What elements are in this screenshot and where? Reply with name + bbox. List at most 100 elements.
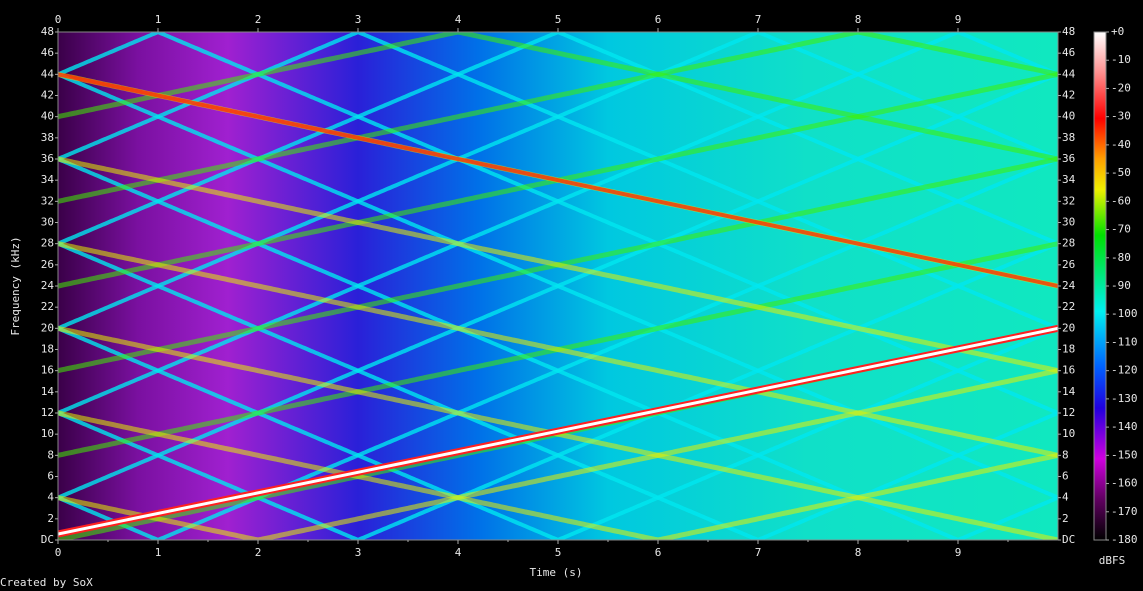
y-tick-label: 30 bbox=[41, 216, 54, 229]
sweep bbox=[58, 157, 1058, 540]
colorbar-tick-label: -20 bbox=[1111, 81, 1131, 94]
y-tick-label: 14 bbox=[41, 385, 55, 398]
colorbar-tick-label: -80 bbox=[1111, 251, 1131, 264]
sweep bbox=[58, 326, 1058, 540]
x-tick-label-top: 6 bbox=[655, 13, 662, 26]
x-tick-label-top: 4 bbox=[455, 13, 462, 26]
sweep bbox=[58, 241, 1058, 458]
credit: Created by SoX bbox=[0, 576, 93, 589]
y-tick-label: 38 bbox=[41, 131, 54, 144]
colorbar-tick-label: -90 bbox=[1111, 279, 1131, 292]
x-tick-label: 3 bbox=[355, 546, 362, 559]
x-tick-label-top: 1 bbox=[155, 13, 162, 26]
sweep-lines bbox=[58, 32, 1058, 540]
y-tick-label: 16 bbox=[41, 364, 54, 377]
y-axis-label: Frequency (kHz) bbox=[9, 236, 22, 335]
colorbar-tick-label: -170 bbox=[1111, 505, 1138, 518]
y-tick-label-right: 38 bbox=[1062, 131, 1075, 144]
sweep bbox=[58, 72, 1058, 500]
y-tick-label-right: 26 bbox=[1062, 258, 1075, 271]
y-tick-label: 44 bbox=[41, 67, 55, 80]
y-tick-label: 12 bbox=[41, 406, 54, 419]
y-tick-label-right: 34 bbox=[1062, 173, 1076, 186]
colorbar-tick-label: -130 bbox=[1111, 392, 1138, 405]
x-tick-label: 9 bbox=[955, 546, 962, 559]
y-tick-label: 6 bbox=[47, 470, 54, 483]
colorbar-tick-label: -180 bbox=[1111, 533, 1138, 546]
sweep bbox=[58, 156, 1058, 374]
x-tick-label: 6 bbox=[655, 546, 662, 559]
y-tick-label: 40 bbox=[41, 110, 54, 123]
y-tick-label: 42 bbox=[41, 89, 54, 102]
sweep bbox=[58, 32, 1058, 331]
y-tick-label-right: 44 bbox=[1062, 67, 1076, 80]
y-tick-label: DC bbox=[41, 533, 54, 546]
harmonic-chirp bbox=[58, 72, 1058, 288]
y-tick-label: 8 bbox=[47, 448, 54, 461]
colorbar-tick-label: +0 bbox=[1111, 25, 1124, 38]
x-tick-label: 2 bbox=[255, 546, 262, 559]
colorbar-tick-label: -100 bbox=[1111, 307, 1138, 320]
y-tick-label-right: 6 bbox=[1062, 470, 1069, 483]
colorbar-tick-label: -120 bbox=[1111, 364, 1138, 377]
sweep bbox=[58, 241, 1058, 540]
x-tick-label-top: 0 bbox=[55, 13, 62, 26]
x-tick-label-top: 8 bbox=[855, 13, 862, 26]
colorbar-tick-label: -40 bbox=[1111, 138, 1131, 151]
sweep bbox=[58, 32, 1058, 162]
y-tick-label: 46 bbox=[41, 46, 54, 59]
x-tick-label-top: 5 bbox=[555, 13, 562, 26]
x-tick-label: 5 bbox=[555, 546, 562, 559]
x-tick-label-top: 9 bbox=[955, 13, 962, 26]
y-tick-label-right: 16 bbox=[1062, 364, 1075, 377]
colorbar-tick-label: -110 bbox=[1111, 335, 1138, 348]
y-tick-label-right: 4 bbox=[1062, 491, 1069, 504]
sweep bbox=[58, 32, 1058, 204]
sweep bbox=[58, 368, 1058, 540]
y-tick-label: 26 bbox=[41, 258, 54, 271]
main-chirp-core bbox=[58, 326, 1058, 536]
colorbar-tick-label: -30 bbox=[1111, 110, 1131, 123]
x-axis-label: Time (s) bbox=[530, 566, 583, 579]
y-tick-label: 22 bbox=[41, 300, 54, 313]
sweep bbox=[58, 32, 1058, 415]
x-tick-label-top: 7 bbox=[755, 13, 762, 26]
x-tick-label-top: 3 bbox=[355, 13, 362, 26]
y-tick-label: 18 bbox=[41, 343, 54, 356]
sweep bbox=[58, 410, 1058, 540]
y-tick-label-right: 40 bbox=[1062, 110, 1075, 123]
x-tick-label-top: 2 bbox=[255, 13, 262, 26]
colorbar-tick-label: -150 bbox=[1111, 448, 1138, 461]
y-tick-label: 34 bbox=[41, 173, 55, 186]
x-tick-label: 7 bbox=[755, 546, 762, 559]
colorbar-tick-label: -140 bbox=[1111, 420, 1138, 433]
y-tick-label-right: 2 bbox=[1062, 512, 1069, 525]
sweep bbox=[58, 32, 1058, 246]
colorbar-tick-label: -50 bbox=[1111, 166, 1131, 179]
y-tick-label-right: 42 bbox=[1062, 89, 1075, 102]
y-tick-label: 28 bbox=[41, 237, 54, 250]
y-tick-label-right: 10 bbox=[1062, 427, 1075, 440]
y-tick-label-right: 14 bbox=[1062, 385, 1076, 398]
y-tick-label-right: 22 bbox=[1062, 300, 1075, 313]
colorbar-label: dBFS bbox=[1099, 554, 1126, 567]
y-tick-label-right: 18 bbox=[1062, 343, 1075, 356]
x-tick-label: 1 bbox=[155, 546, 162, 559]
x-tick-label: 0 bbox=[55, 546, 62, 559]
y-tick-label-right: 32 bbox=[1062, 194, 1075, 207]
y-tick-label: 20 bbox=[41, 321, 54, 334]
y-tick-label: 48 bbox=[41, 25, 54, 38]
y-tick-label: 2 bbox=[47, 512, 54, 525]
x-tick-label: 8 bbox=[855, 546, 862, 559]
colorbar-tick-label: -160 bbox=[1111, 477, 1138, 490]
colorbar-tick-label: -10 bbox=[1111, 53, 1131, 66]
colorbar-tick-label: -60 bbox=[1111, 194, 1131, 207]
y-tick-label: 36 bbox=[41, 152, 54, 165]
y-tick-label-right: 46 bbox=[1062, 46, 1075, 59]
y-tick-label: 24 bbox=[41, 279, 55, 292]
y-tick-label-right: 48 bbox=[1062, 25, 1075, 38]
y-tick-label-right: 8 bbox=[1062, 448, 1069, 461]
y-tick-label-right: 36 bbox=[1062, 152, 1075, 165]
y-tick-label-right: 24 bbox=[1062, 279, 1076, 292]
